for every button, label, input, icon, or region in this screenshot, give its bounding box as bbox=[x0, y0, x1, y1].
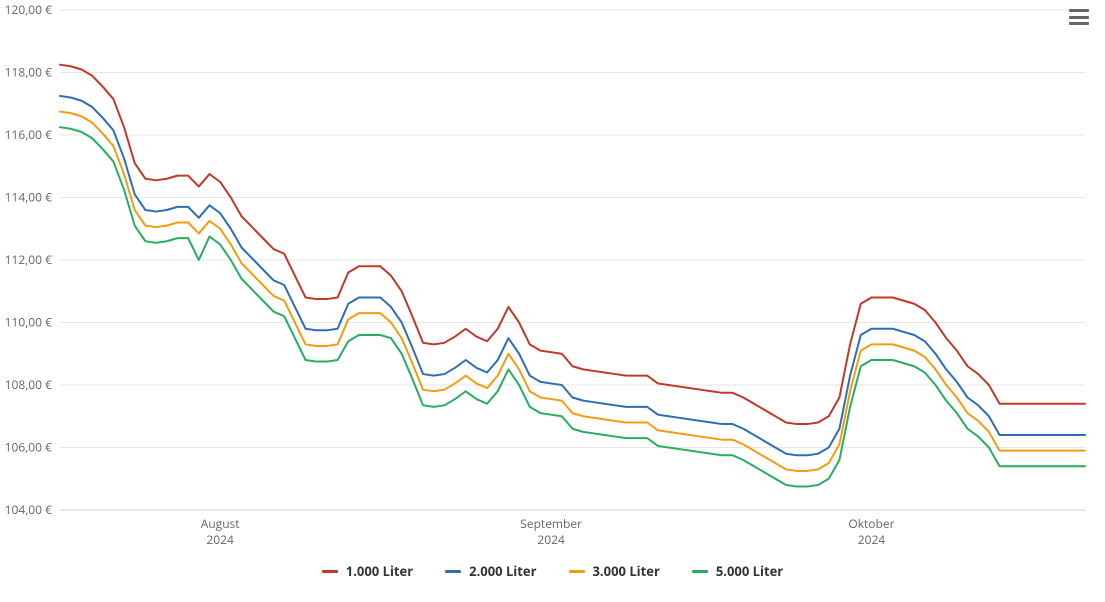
x-tick-year: 2024 bbox=[206, 531, 234, 548]
legend-label: 2.000 Liter bbox=[469, 562, 536, 580]
chart-canvas: 104,00 € 106,00 € 108,00 € 110,00 € 112,00 €… bbox=[0, 0, 1105, 560]
legend-label: 5.000 Liter bbox=[716, 562, 783, 580]
chart-menu-button[interactable] bbox=[1067, 6, 1091, 28]
y-tick-label: 120,00 € bbox=[5, 1, 53, 18]
legend-swatch bbox=[569, 570, 585, 573]
legend-item[interactable]: 3.000 Liter bbox=[569, 562, 660, 580]
legend-label: 3.000 Liter bbox=[593, 562, 660, 580]
y-tick-label: 110,00 € bbox=[5, 314, 53, 331]
hamburger-icon bbox=[1069, 16, 1089, 19]
legend-label: 1.000 Liter bbox=[346, 562, 413, 580]
legend-item[interactable]: 1.000 Liter bbox=[322, 562, 413, 580]
x-tick-month: September bbox=[520, 515, 582, 532]
series-line bbox=[60, 112, 1085, 471]
y-tick-label: 108,00 € bbox=[5, 376, 53, 393]
series-line bbox=[60, 96, 1085, 455]
hamburger-icon bbox=[1069, 9, 1089, 12]
hamburger-icon bbox=[1069, 22, 1089, 25]
legend-swatch bbox=[445, 570, 461, 573]
legend-swatch bbox=[322, 570, 338, 573]
y-tick-label: 112,00 € bbox=[5, 251, 53, 268]
y-tick-label: 114,00 € bbox=[5, 189, 53, 206]
chart-legend: 1.000 Liter 2.000 Liter 3.000 Liter 5.000 L… bbox=[0, 562, 1105, 580]
y-tick-label: 106,00 € bbox=[5, 439, 53, 456]
y-tick-label: 116,00 € bbox=[5, 126, 53, 143]
x-tick-month: August bbox=[201, 515, 240, 532]
legend-item[interactable]: 2.000 Liter bbox=[445, 562, 536, 580]
x-tick-month: Oktober bbox=[848, 515, 894, 532]
x-tick-year: 2024 bbox=[858, 531, 886, 548]
series-line bbox=[60, 65, 1085, 424]
x-tick-year: 2024 bbox=[537, 531, 565, 548]
legend-item[interactable]: 5.000 Liter bbox=[692, 562, 783, 580]
legend-swatch bbox=[692, 570, 708, 573]
series-line bbox=[60, 127, 1085, 486]
price-chart: 104,00 € 106,00 € 108,00 € 110,00 € 112,00 €… bbox=[0, 0, 1105, 602]
y-tick-label: 118,00 € bbox=[5, 64, 53, 81]
y-tick-label: 104,00 € bbox=[5, 501, 53, 518]
